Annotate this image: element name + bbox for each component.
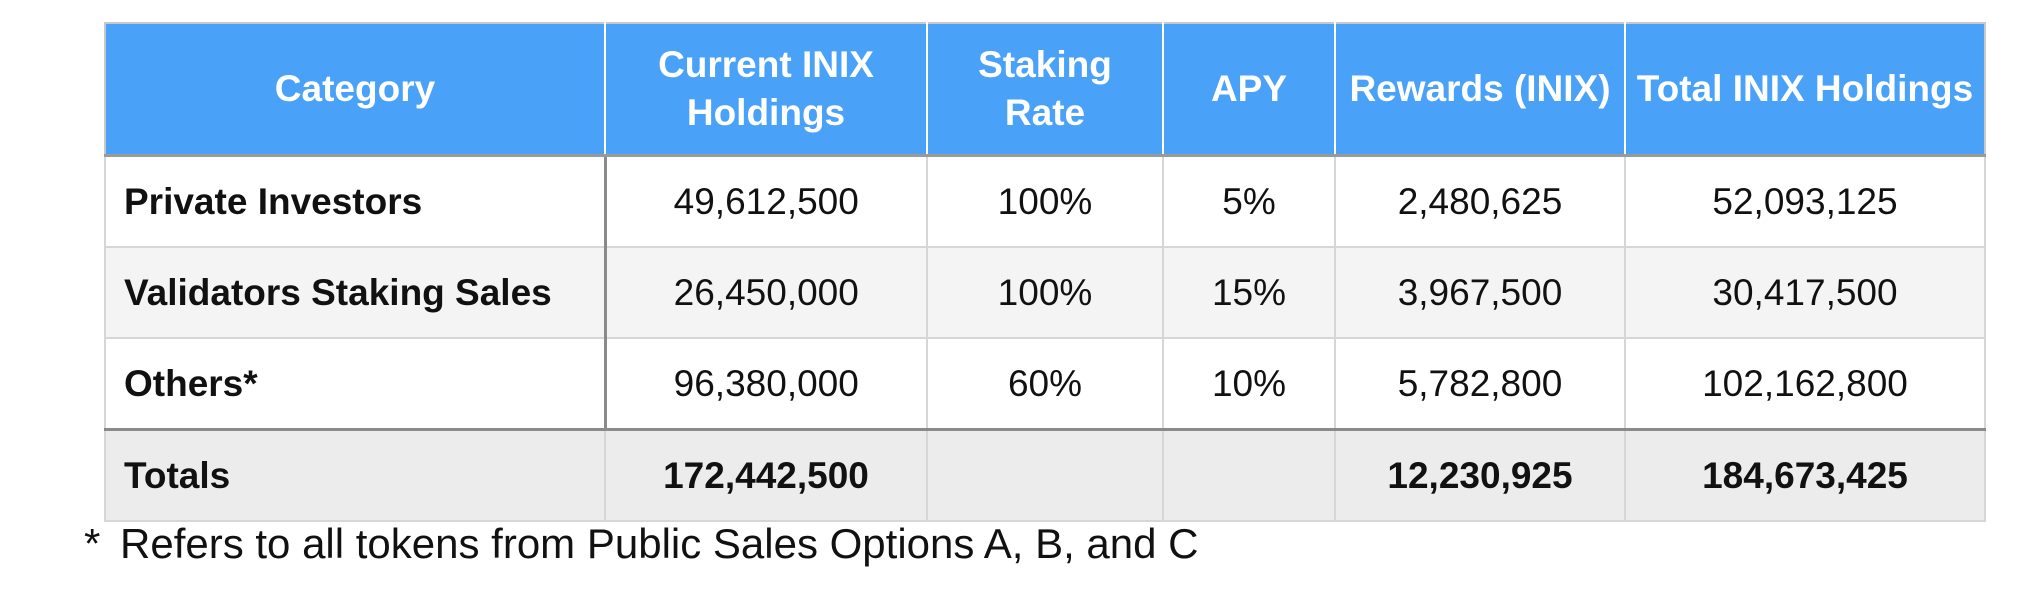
footnote-text: Refers to all tokens from Public Sales O… [120, 520, 1199, 567]
total-holdings-cell: 52,093,125 [1624, 154, 1986, 248]
table-row: Validators Staking Sales 26,450,000 100%… [104, 246, 1986, 339]
apy-cell: 10% [1162, 337, 1336, 431]
header-current-holdings: Current INIX Holdings [604, 22, 928, 157]
staking-rate-cell: 100% [926, 154, 1164, 248]
apy-cell: 5% [1162, 154, 1336, 248]
footnote-marker: * [84, 520, 101, 567]
rewards-cell: 2,480,625 [1334, 154, 1626, 248]
category-cell: Others* [104, 337, 607, 431]
total-holdings-cell: 30,417,500 [1624, 246, 1986, 339]
totals-total-holdings: 184,673,425 [1624, 428, 1986, 522]
header-rewards: Rewards (INIX) [1334, 22, 1626, 157]
total-holdings-cell: 102,162,800 [1624, 337, 1986, 431]
rewards-cell: 5,782,800 [1334, 337, 1626, 431]
apy-cell: 15% [1162, 246, 1336, 339]
current-holdings-cell: 96,380,000 [604, 337, 928, 431]
header-apy: APY [1162, 22, 1336, 157]
totals-staking-rate [926, 428, 1164, 522]
category-cell: Validators Staking Sales [104, 246, 607, 339]
totals-row: Totals 172,442,500 12,230,925 184,673,42… [104, 428, 1986, 522]
category-cell: Private Investors [104, 154, 607, 248]
totals-rewards: 12,230,925 [1334, 428, 1626, 522]
header-category: Category [104, 22, 606, 157]
staking-rate-cell: 100% [926, 246, 1164, 339]
rewards-cell: 3,967,500 [1334, 246, 1626, 339]
current-holdings-cell: 26,450,000 [604, 246, 928, 339]
totals-current-holdings: 172,442,500 [604, 428, 928, 522]
totals-apy [1162, 428, 1336, 522]
header-total-holdings: Total INIX Holdings [1624, 22, 1986, 157]
totals-label: Totals [104, 428, 606, 522]
header-row: Category Current INIX Holdings Staking R… [104, 22, 1986, 157]
table-row: Others* 96,380,000 60% 10% 5,782,800 102… [104, 337, 1986, 431]
staking-rate-cell: 60% [926, 337, 1164, 431]
staking-rewards-table: Category Current INIX Holdings Staking R… [104, 22, 1986, 522]
header-staking-rate: Staking Rate [926, 22, 1164, 157]
table-row: Private Investors 49,612,500 100% 5% 2,4… [104, 154, 1986, 248]
footnote: * Refers to all tokens from Public Sales … [84, 520, 1199, 568]
current-holdings-cell: 49,612,500 [604, 154, 928, 248]
